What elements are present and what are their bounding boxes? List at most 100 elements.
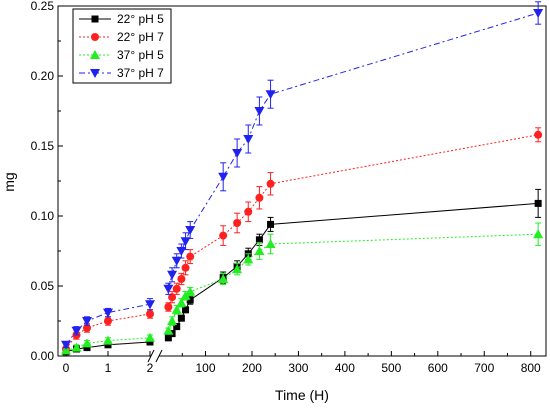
data-point — [267, 220, 275, 228]
y-tick-label: 0.00 — [31, 349, 55, 363]
x-tick-label: 100 — [196, 361, 216, 375]
y-axis-title: mg — [1, 172, 17, 191]
series-1 — [62, 188, 542, 356]
series-layer — [61, 1, 544, 356]
data-point — [255, 236, 263, 244]
data-point — [254, 107, 265, 116]
data-point — [218, 274, 229, 283]
data-point — [145, 300, 155, 310]
x-axis-break-mark — [147, 348, 163, 364]
data-point — [163, 284, 174, 294]
data-point — [182, 306, 190, 314]
y-tick-label: 0.15 — [31, 139, 55, 153]
series-line — [167, 202, 539, 339]
data-point — [180, 237, 191, 247]
data-point — [533, 229, 544, 239]
series-line — [65, 337, 151, 351]
series-line — [167, 12, 539, 289]
data-point — [83, 324, 91, 332]
x-tick-label: 2 — [147, 361, 154, 375]
series-2 — [62, 127, 543, 353]
legend: 22° pH 5 22° pH 7 37° pH 5 37° pH 7 — [72, 8, 172, 84]
legend-swatch-marker — [91, 15, 99, 23]
data-point — [186, 252, 195, 261]
data-point — [171, 304, 182, 314]
data-point — [173, 323, 181, 331]
x-tick-label: 400 — [335, 361, 355, 375]
data-point — [218, 172, 229, 182]
data-point — [103, 308, 113, 318]
axis-break-gap — [151, 348, 159, 364]
x-tick-label: 800 — [521, 361, 541, 375]
series-3 — [61, 222, 544, 355]
data-point — [181, 263, 190, 272]
x-tick-label: 200 — [242, 361, 262, 375]
x-tick-label: 1 — [105, 361, 112, 375]
data-point — [243, 135, 254, 144]
data-point — [104, 317, 112, 325]
data-point — [82, 338, 92, 348]
data-point — [534, 130, 543, 139]
data-point — [164, 334, 172, 342]
x-axis-title: Time (H) — [275, 387, 329, 403]
data-point — [177, 275, 186, 283]
y-tick-label: 0.10 — [31, 209, 55, 223]
data-point — [185, 286, 196, 296]
data-point — [104, 341, 112, 349]
data-point — [232, 149, 243, 158]
y-tick-label: 0.25 — [31, 0, 55, 13]
data-point — [61, 345, 71, 355]
data-point — [146, 338, 154, 346]
data-point — [163, 325, 174, 335]
data-point — [177, 314, 185, 322]
data-point — [82, 317, 92, 326]
data-point — [83, 344, 91, 352]
data-point — [232, 264, 243, 274]
data-point — [176, 297, 187, 307]
data-point — [61, 340, 71, 350]
x-tick-label: 700 — [474, 361, 494, 375]
data-point — [145, 332, 155, 342]
series-4 — [61, 1, 544, 350]
data-point — [266, 179, 275, 188]
data-point — [71, 342, 82, 352]
data-point — [244, 207, 253, 216]
data-point — [167, 270, 178, 280]
axis-break-slash — [155, 349, 163, 363]
data-point — [534, 199, 542, 207]
data-point — [164, 303, 173, 311]
legend-box — [72, 8, 172, 84]
y-axis-ticks: 0.00 0.05 0.10 0.15 0.20 0.25 — [31, 0, 63, 363]
data-point — [103, 335, 113, 345]
legend-label: 37° pH 7 — [117, 66, 164, 80]
x-tick-label: 0 — [63, 361, 70, 375]
data-point — [146, 310, 154, 318]
x-tick-label: 300 — [288, 361, 308, 375]
y-tick-label: 0.20 — [31, 69, 55, 83]
data-point — [186, 296, 194, 304]
legend-swatch-marker — [90, 69, 100, 78]
legend-swatch-marker — [90, 50, 100, 59]
data-point — [172, 284, 181, 293]
x-tick-label: 600 — [428, 361, 448, 375]
data-point — [168, 293, 177, 302]
data-point — [167, 316, 178, 325]
data-point — [71, 326, 82, 336]
legend-label: 22° pH 5 — [117, 12, 164, 26]
data-point — [176, 247, 187, 256]
data-point — [533, 9, 544, 18]
data-point — [219, 231, 228, 240]
data-point — [185, 226, 196, 235]
x-tick-label: 500 — [381, 361, 401, 375]
data-point — [233, 219, 242, 227]
legend-label: 22° pH 7 — [117, 30, 164, 44]
legend-label: 37° pH 5 — [117, 48, 164, 62]
axis-break-slash — [147, 349, 155, 363]
x-axis-ticks: 0 1 2 100 200 300 400 500 600 700 800 — [63, 351, 541, 375]
data-point — [265, 239, 276, 248]
data-point — [255, 193, 264, 202]
data-point — [265, 90, 276, 100]
data-point — [243, 254, 254, 264]
y-tick-label: 0.05 — [31, 279, 55, 293]
